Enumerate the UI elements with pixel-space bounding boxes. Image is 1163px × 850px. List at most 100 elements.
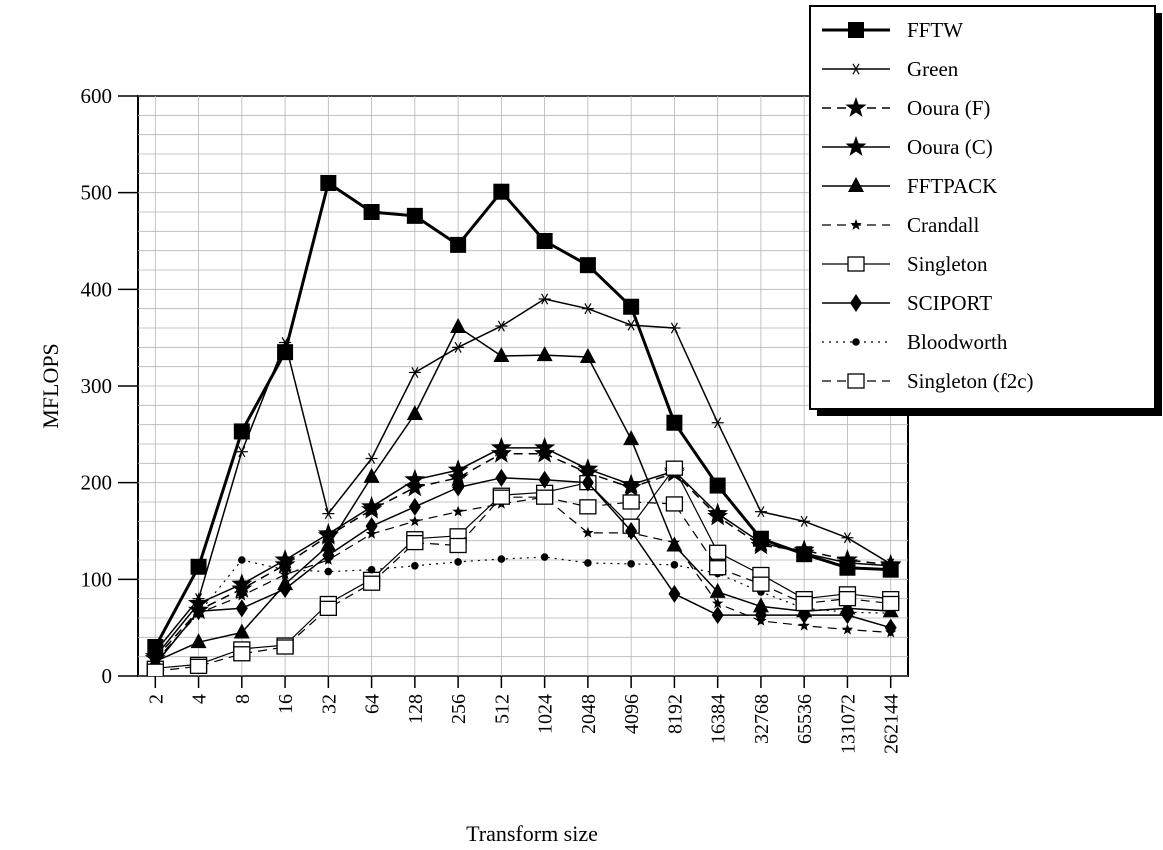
data-point — [279, 337, 292, 348]
data-point — [627, 560, 635, 568]
data-point — [404, 476, 426, 497]
data-point — [625, 522, 638, 540]
data-point — [452, 478, 465, 497]
legend-label: Green — [907, 57, 959, 81]
data-point — [666, 414, 683, 431]
data-point — [367, 565, 376, 574]
y-tick-label: 500 — [81, 181, 113, 205]
series-line — [154, 452, 891, 660]
y-tick-label: 200 — [81, 471, 113, 495]
data-point — [408, 366, 421, 378]
data-point — [581, 303, 594, 315]
series-singleton-f2c — [146, 489, 900, 676]
y-tick-label: 0 — [102, 664, 113, 688]
data-point — [363, 204, 380, 220]
data-point — [841, 623, 854, 635]
x-tick-label: 4096 — [621, 694, 643, 734]
x-tick-label: 4 — [189, 694, 211, 704]
data-point — [886, 609, 895, 617]
series-green — [149, 293, 897, 658]
data-point — [535, 489, 554, 505]
data-point — [707, 502, 729, 523]
data-point — [233, 423, 250, 440]
legend-marker — [850, 219, 862, 230]
asterisk-stroke — [800, 515, 808, 527]
asterisk-stroke — [454, 341, 462, 353]
y-axis-label: MFLOPS — [38, 343, 63, 429]
data-point — [752, 597, 769, 613]
data-point — [579, 499, 597, 515]
data-point — [536, 346, 553, 362]
legend-marker — [847, 256, 865, 272]
data-point — [408, 497, 421, 516]
data-point — [754, 606, 767, 625]
data-point — [233, 623, 250, 639]
data-point — [365, 453, 378, 464]
data-point — [884, 618, 897, 637]
x-tick-label: 1024 — [535, 694, 557, 734]
series-ooura-c — [144, 436, 902, 666]
data-point — [798, 515, 811, 527]
data-point — [406, 405, 423, 421]
data-point — [754, 506, 767, 518]
data-point — [495, 320, 508, 332]
legend-item-singleton-f2c: Singleton (f2c) — [822, 369, 1034, 393]
x-tick-label: 128 — [405, 694, 427, 724]
legend-label: Bloodworth — [907, 330, 1008, 354]
data-point — [582, 526, 594, 538]
y-tick-label: 100 — [81, 567, 113, 591]
asterisk-stroke — [411, 366, 419, 378]
y-tick-label: 600 — [81, 84, 113, 108]
data-point — [837, 551, 858, 572]
legend-label: Crandall — [907, 213, 979, 237]
legend-label: FFTW — [907, 18, 963, 42]
legend-label: Ooura (F) — [907, 96, 990, 120]
data-point — [235, 599, 248, 618]
data-point — [236, 589, 248, 601]
asterisk-stroke — [670, 322, 678, 334]
x-tick-label: 2 — [145, 694, 167, 704]
data-point — [231, 573, 253, 594]
data-point — [625, 319, 638, 331]
asterisk-stroke — [627, 319, 635, 331]
data-point — [452, 505, 464, 517]
legend-marker — [848, 177, 864, 192]
data-point — [538, 470, 551, 489]
data-point — [452, 341, 465, 353]
data-point — [361, 495, 383, 516]
data-point — [450, 318, 467, 334]
data-point — [709, 477, 726, 494]
data-point — [194, 609, 203, 617]
data-point — [317, 522, 339, 543]
asterisk-stroke — [843, 532, 851, 544]
data-point — [190, 558, 207, 575]
data-point — [233, 646, 251, 662]
legend-label: FFTPACK — [907, 174, 997, 198]
data-point — [620, 473, 642, 494]
data-point — [882, 595, 900, 612]
x-tick-label: 8192 — [664, 694, 686, 734]
data-point — [409, 515, 421, 527]
data-point — [711, 606, 724, 625]
data-point — [838, 591, 857, 607]
legend-item-singleton: Singleton — [822, 252, 988, 276]
data-point — [880, 554, 902, 575]
data-point — [536, 233, 553, 249]
legend: FFTW Green Ooura (F) Ooura (C) FFTPACK Cranda… — [809, 5, 1162, 416]
asterisk-stroke — [714, 417, 722, 429]
data-point — [798, 619, 810, 631]
legend-item-sciport: SCIPORT — [822, 291, 992, 315]
data-point — [665, 460, 684, 476]
data-point — [276, 639, 294, 655]
data-point — [622, 494, 640, 510]
data-point — [623, 298, 640, 315]
data-point — [670, 561, 679, 569]
data-point — [279, 568, 291, 580]
x-tick-label: 16 — [275, 694, 297, 714]
x-tick-label: 64 — [362, 694, 384, 714]
data-point — [454, 558, 462, 566]
data-point — [750, 531, 772, 552]
x-tick-label: 262144 — [881, 694, 903, 754]
data-point — [274, 549, 296, 569]
